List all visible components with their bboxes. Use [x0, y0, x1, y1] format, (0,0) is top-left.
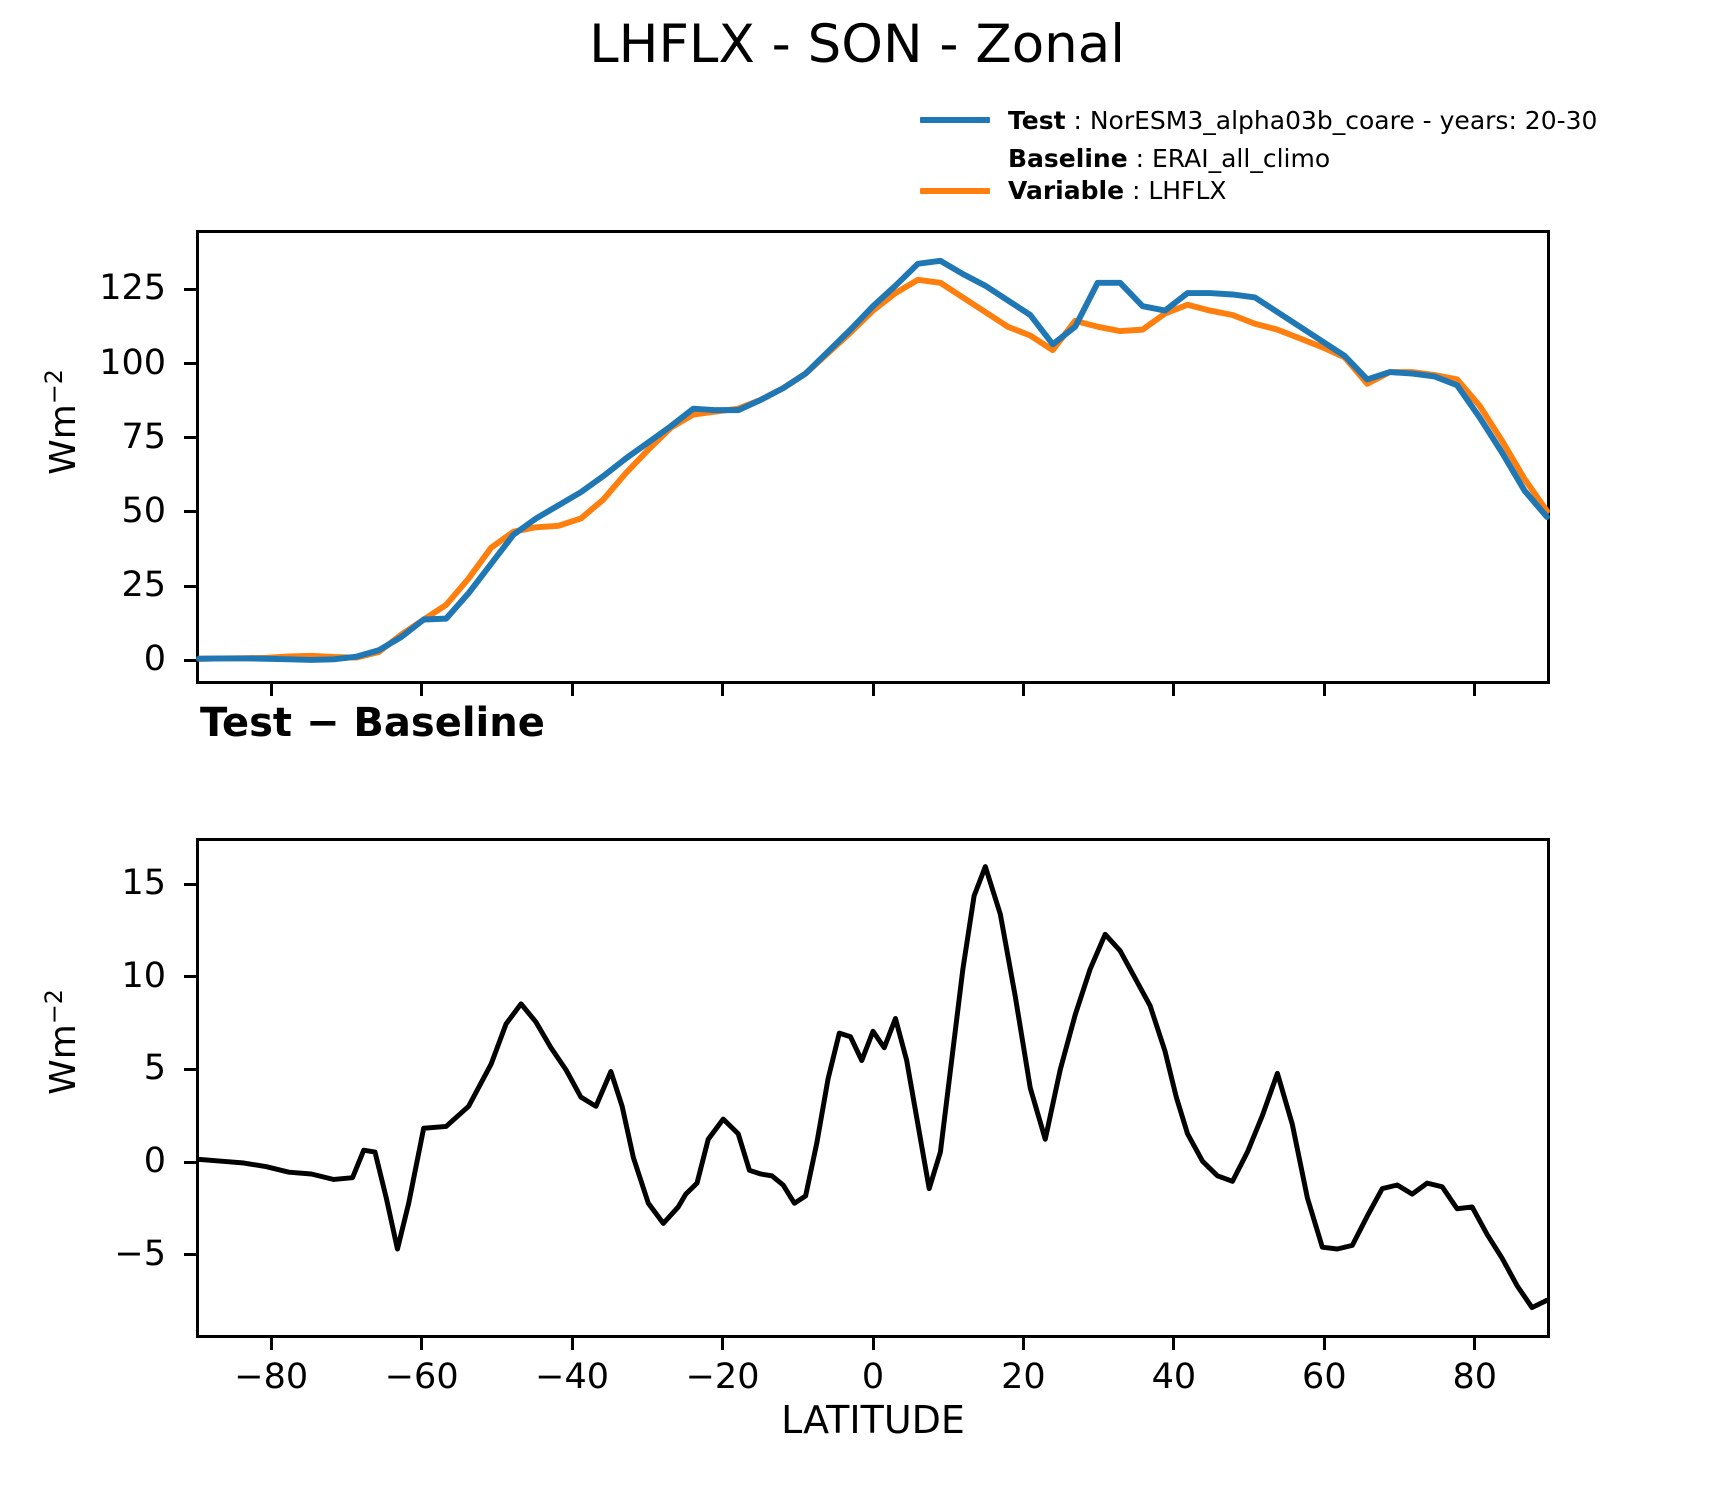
- ytick-mark-top-0: [184, 659, 196, 662]
- ytick-label-bottom--5: −5: [36, 1237, 166, 1272]
- ytick-mark-top-75: [184, 436, 196, 439]
- xtick-mark-top-60: [1323, 684, 1326, 696]
- xtick-mark-bottom--60: [420, 1338, 423, 1350]
- xtick-label--60: −60: [362, 1360, 482, 1395]
- ytick-label-bottom-5: 5: [36, 1051, 166, 1086]
- zonal-mean-svg: [199, 233, 1547, 681]
- xtick-mark-top-20: [1022, 684, 1025, 696]
- legend-sep-baseline: :: [1128, 144, 1152, 173]
- legend-value-test: NorESM3_alpha03b_coare - years: 20-30: [1090, 106, 1598, 135]
- ytick-label-bottom-15: 15: [36, 866, 166, 901]
- test-line: [199, 261, 1547, 660]
- ytick-mark-bottom-0: [184, 1161, 196, 1164]
- legend-key-baseline: Baseline: [1008, 144, 1128, 173]
- difference-svg: [199, 841, 1547, 1335]
- ytick-mark-bottom-15: [184, 883, 196, 886]
- ytick-label-top-50: 50: [36, 494, 166, 529]
- legend-value-baseline: ERAI_all_climo: [1152, 144, 1330, 173]
- ytick-mark-top-100: [184, 362, 196, 365]
- ytick-label-top-0: 0: [36, 642, 166, 677]
- xtick-mark-bottom--80: [270, 1338, 273, 1350]
- xtick-mark-top-80: [1473, 684, 1476, 696]
- ytick-mark-bottom--5: [184, 1253, 196, 1256]
- ytick-mark-top-25: [184, 585, 196, 588]
- xtick-label-40: 40: [1114, 1360, 1234, 1395]
- xtick-mark-bottom-80: [1473, 1338, 1476, 1350]
- ytick-label-top-25: 25: [36, 568, 166, 603]
- difference-line: [199, 867, 1547, 1308]
- ytick-label-top-75: 75: [36, 420, 166, 455]
- xtick-label--20: −20: [663, 1360, 783, 1395]
- legend-value-variable: LHFLX: [1148, 176, 1226, 205]
- ytick-mark-top-50: [184, 510, 196, 513]
- xtick-mark-bottom-20: [1022, 1338, 1025, 1350]
- xtick-mark-top--40: [571, 684, 574, 696]
- xtick-mark-bottom-0: [872, 1338, 875, 1350]
- xtick-mark-top--60: [420, 684, 423, 696]
- xtick-mark-bottom--40: [571, 1338, 574, 1350]
- legend: Test : NorESM3_alpha03b_coare - years: 2…: [920, 104, 1620, 204]
- xtick-label-80: 80: [1415, 1360, 1535, 1395]
- xtick-mark-top-0: [872, 684, 875, 696]
- ytick-mark-bottom-10: [184, 975, 196, 978]
- xtick-mark-top-40: [1172, 684, 1175, 696]
- figure-root: LHFLX - SON - Zonal Test : NorESM3_alpha…: [0, 0, 1714, 1496]
- ytick-label-top-100: 100: [36, 346, 166, 381]
- baseline-line: [199, 280, 1547, 659]
- xtick-mark-top--20: [721, 684, 724, 696]
- ytick-label-top-125: 125: [36, 271, 166, 306]
- legend-entry-baseline: Baseline : ERAI_all_climo: [920, 142, 1330, 176]
- y-axis-label-bottom-exponent: −2: [40, 989, 68, 1024]
- difference-plot-area: [196, 838, 1550, 1338]
- x-axis-label: LATITUDE: [196, 1398, 1550, 1442]
- ytick-label-bottom-10: 10: [36, 959, 166, 994]
- legend-sep-variable: :: [1124, 176, 1148, 205]
- figure-title: LHFLX - SON - Zonal: [0, 14, 1714, 75]
- xtick-label-0: 0: [813, 1360, 933, 1395]
- xtick-label-60: 60: [1264, 1360, 1384, 1395]
- legend-swatch-baseline: [920, 188, 990, 194]
- legend-swatch-baseline-spacer: [920, 155, 990, 161]
- xtick-mark-bottom--20: [721, 1338, 724, 1350]
- xtick-mark-bottom-40: [1172, 1338, 1175, 1350]
- ytick-mark-top-125: [184, 288, 196, 291]
- xtick-mark-bottom-60: [1323, 1338, 1326, 1350]
- xtick-label--40: −40: [512, 1360, 632, 1395]
- legend-key-variable: Variable: [1008, 176, 1124, 205]
- xtick-mark-top--80: [270, 684, 273, 696]
- difference-panel-title: Test − Baseline: [200, 700, 545, 746]
- legend-swatch-test: [920, 117, 990, 123]
- legend-sep-test: :: [1066, 106, 1090, 135]
- zonal-mean-plot-area: [196, 230, 1550, 684]
- legend-entry-test: Test : NorESM3_alpha03b_coare - years: 2…: [920, 104, 1597, 138]
- ytick-label-bottom-0: 0: [36, 1144, 166, 1179]
- legend-key-test: Test: [1008, 106, 1066, 135]
- xtick-label--80: −80: [211, 1360, 331, 1395]
- xtick-label-20: 20: [963, 1360, 1083, 1395]
- ytick-mark-bottom-5: [184, 1068, 196, 1071]
